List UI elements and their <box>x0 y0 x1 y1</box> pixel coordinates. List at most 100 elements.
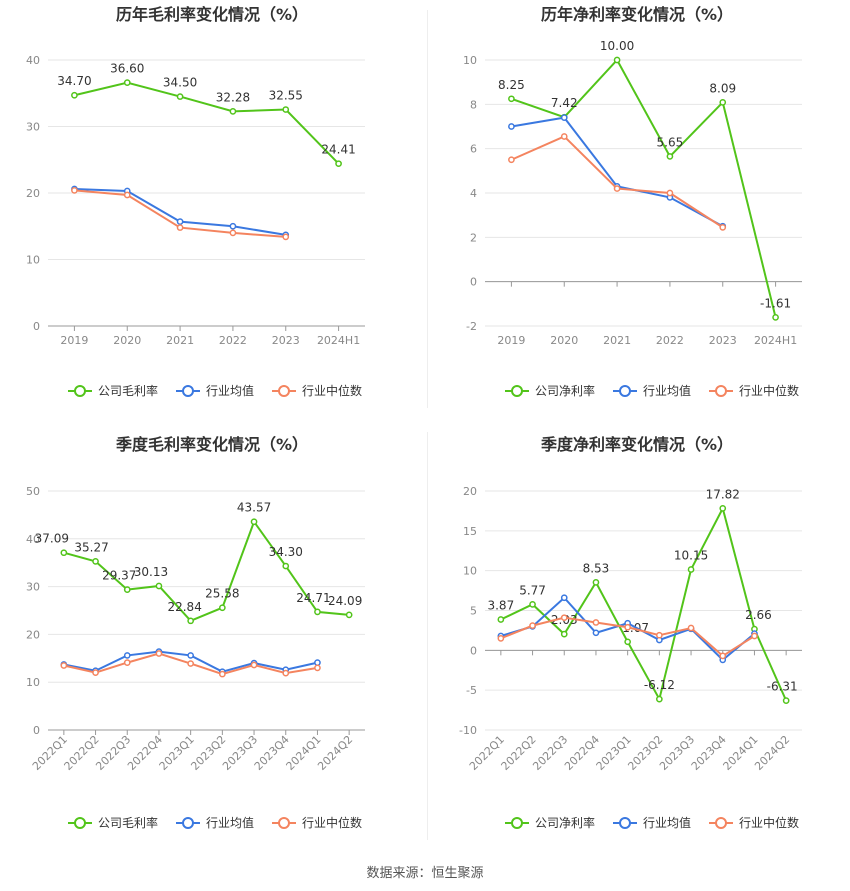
data-point <box>624 638 631 646</box>
x-tick-label: 2020 <box>113 334 141 347</box>
data-point <box>176 224 184 231</box>
legend-label: 行业中位数 <box>739 383 799 398</box>
data-label: 10.15 <box>674 548 708 562</box>
x-tick-label: 2024Q2 <box>315 733 355 773</box>
data-point <box>314 608 321 616</box>
data-label: 8.25 <box>498 78 525 92</box>
y-tick-label: 20 <box>26 187 40 200</box>
data-point <box>250 661 258 669</box>
legend-label: 行业中位数 <box>302 383 362 398</box>
data-point <box>123 659 131 666</box>
y-tick-label: 10 <box>463 565 477 578</box>
data-point <box>282 669 290 677</box>
data-point <box>176 93 184 100</box>
data-point <box>314 659 321 666</box>
y-tick-label: 10 <box>463 54 477 67</box>
data-point <box>250 518 258 526</box>
data-point <box>123 79 131 86</box>
data-point <box>508 95 515 103</box>
chart-title: 历年毛利率变化情况（%） <box>116 5 308 24</box>
data-label: 34.30 <box>269 545 303 559</box>
data-point <box>560 114 568 121</box>
data-point <box>497 616 505 623</box>
chart-title: 历年净利率变化情况（%） <box>541 5 733 24</box>
data-point <box>229 222 237 230</box>
y-tick-label: 0 <box>470 276 477 289</box>
x-tick-label: 2019 <box>60 334 88 347</box>
data-point <box>656 631 663 639</box>
data-label: 32.55 <box>269 89 303 103</box>
data-point <box>508 156 515 164</box>
y-tick-label: 10 <box>26 676 40 689</box>
legend-marker <box>74 817 86 829</box>
y-tick-label: -10 <box>459 724 477 737</box>
y-tick-label: -2 <box>466 320 477 333</box>
legend-label: 行业均值 <box>643 383 691 398</box>
legend-label: 公司净利率 <box>535 815 595 830</box>
data-point <box>282 562 290 570</box>
data-point <box>782 697 790 704</box>
series-line <box>63 519 350 623</box>
data-point <box>60 662 68 669</box>
chart-svg: 历年毛利率变化情况（%） 0 10 20 30 40 2019 2020 2021 2022 202… <box>26 5 365 398</box>
data-point <box>560 133 568 140</box>
x-tick-label: 2024Q2 <box>752 733 792 773</box>
data-point <box>176 218 184 225</box>
legend-marker <box>511 385 523 397</box>
x-tick-label: 2019 <box>497 334 525 347</box>
y-tick-label: 15 <box>463 525 477 538</box>
data-point <box>92 558 99 565</box>
legend-label: 行业中位数 <box>739 815 799 830</box>
data-point <box>592 619 600 626</box>
data-label: 24.71 <box>296 591 330 605</box>
data-label: 17.82 <box>706 487 740 501</box>
series-line <box>511 135 724 229</box>
legend-marker <box>182 817 194 829</box>
data-point <box>187 652 194 659</box>
data-point <box>719 652 727 660</box>
y-tick-label: 0 <box>470 644 477 657</box>
data-label: -6.12 <box>644 678 675 692</box>
annual-net-margin-chart: 历年净利率变化情况（%） -2 0 2 4 6 8 10 2019 2020 2021 2022 202… <box>425 0 850 430</box>
panel-divider-top <box>427 10 428 408</box>
legend-marker <box>619 385 631 397</box>
data-point <box>560 594 568 602</box>
y-tick-label: 2 <box>470 231 477 244</box>
data-label: 7.42 <box>551 96 578 110</box>
chart-svg: 季度毛利率变化情况（%）010203040502022Q12022Q22022Q… <box>26 435 365 830</box>
x-tick-label: 2024H1 <box>317 334 360 347</box>
x-tick-label: 2024H1 <box>754 334 797 347</box>
data-point <box>155 650 163 657</box>
data-point <box>656 695 663 703</box>
legend-marker <box>619 817 631 829</box>
data-label: 34.70 <box>57 74 91 88</box>
data-label: 37.09 <box>35 532 69 546</box>
data-point <box>71 91 78 99</box>
y-tick-label: 5 <box>470 605 477 618</box>
data-point <box>123 191 131 199</box>
data-label: 35.27 <box>74 540 108 554</box>
data-point <box>529 622 536 629</box>
data-point <box>687 624 695 632</box>
data-label: 25.58 <box>205 587 239 601</box>
data-label: 30.13 <box>134 565 168 579</box>
series-line <box>500 505 788 702</box>
y-tick-label: 40 <box>26 533 40 546</box>
data-label: 8.53 <box>583 561 610 575</box>
y-tick-label: 40 <box>26 54 40 67</box>
legend-marker <box>715 385 727 397</box>
legend-marker <box>182 385 194 397</box>
data-label: 43.57 <box>237 501 271 515</box>
data-point <box>229 107 237 115</box>
data-point <box>560 630 568 638</box>
legend-marker <box>511 817 523 829</box>
y-tick-label: 20 <box>463 485 477 498</box>
data-label: 5.65 <box>657 135 684 149</box>
annual-gross-margin-chart: 历年毛利率变化情况（%） 0 10 20 30 40 2019 2020 2021 2022 202… <box>0 0 425 430</box>
y-tick-label: -5 <box>466 684 477 697</box>
data-point <box>155 582 163 590</box>
x-tick-label: 2023 <box>709 334 737 347</box>
chart-title: 季度净利率变化情况（%） <box>540 435 733 454</box>
legend-label: 行业中位数 <box>302 815 362 830</box>
y-tick-label: 10 <box>26 254 40 267</box>
